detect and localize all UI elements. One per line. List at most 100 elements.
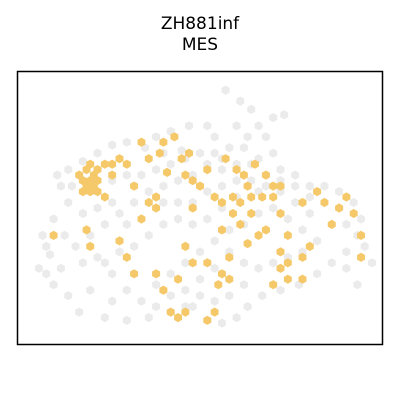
mes-spot: [115, 154, 124, 164]
mes-spot: [250, 159, 259, 169]
mes-spot: [283, 274, 292, 284]
mes-spot: [305, 241, 314, 251]
background-spot: [320, 181, 329, 191]
mes-spot: [236, 219, 245, 229]
background-spot: [360, 241, 369, 251]
background-spot: [122, 285, 131, 295]
background-spot: [122, 170, 131, 180]
background-spot: [130, 197, 139, 208]
mes-spot: [243, 239, 252, 249]
mes-spot: [188, 258, 197, 268]
mes-spot: [108, 170, 117, 180]
background-spot: [210, 236, 219, 246]
mes-spot: [283, 258, 292, 268]
background-spot: [93, 148, 102, 158]
mes-spot: [78, 187, 87, 197]
mes-spot: [49, 230, 58, 240]
background-spot: [269, 113, 278, 123]
background-spot: [196, 247, 204, 257]
mes-spot: [82, 225, 91, 235]
background-spot: [225, 143, 234, 153]
background-spot: [137, 170, 146, 180]
mes-spot: [218, 197, 226, 208]
background-spot: [261, 132, 270, 142]
mes-spot: [166, 307, 175, 317]
background-spot: [152, 302, 161, 312]
background-spot: [159, 219, 168, 229]
background-spot: [239, 143, 248, 153]
mes-spot: [144, 197, 153, 208]
background-spot: [243, 132, 252, 142]
mes-spot: [185, 148, 193, 158]
mes-spot: [181, 170, 190, 180]
background-spot: [291, 170, 300, 180]
background-spot: [67, 181, 76, 191]
background-spot: [122, 315, 131, 325]
mes-spot: [100, 192, 109, 202]
background-spot: [342, 263, 351, 273]
background-spot: [60, 230, 69, 240]
mes-spot: [181, 307, 190, 317]
background-spot: [342, 219, 351, 229]
background-spot: [166, 269, 175, 279]
background-spot: [93, 203, 102, 213]
mes-spot: [298, 197, 307, 208]
background-spot: [100, 219, 109, 229]
background-spot: [78, 156, 87, 166]
mes-spot: [283, 230, 292, 240]
mes-spot: [225, 274, 234, 284]
background-spot: [210, 296, 219, 306]
mes-spot: [269, 192, 278, 202]
mes-spot: [170, 132, 179, 142]
background-spot: [108, 140, 117, 150]
mes-spot: [258, 192, 267, 202]
mes-spot: [210, 192, 219, 202]
mes-spot: [86, 159, 95, 169]
mes-spot: [152, 192, 161, 202]
background-spot: [313, 269, 322, 279]
mes-spot: [159, 137, 168, 147]
background-spot: [269, 258, 278, 268]
background-spot: [305, 181, 314, 191]
background-spot: [221, 85, 230, 95]
background-spot: [368, 258, 376, 268]
mes-spot: [232, 165, 241, 175]
background-spot: [108, 296, 117, 306]
background-spot: [177, 145, 186, 156]
background-spot: [276, 285, 285, 295]
mes-spot: [239, 170, 248, 180]
background-spot: [78, 258, 87, 268]
mes-spot: [243, 181, 252, 191]
background-spot: [130, 241, 139, 251]
background-spot: [210, 148, 219, 158]
mes-spot: [357, 252, 365, 262]
background-spot: [298, 225, 307, 235]
background-spot: [115, 208, 124, 219]
mes-spot: [159, 285, 168, 295]
plot-frame: [16, 70, 384, 346]
mes-spot: [203, 315, 212, 325]
background-spot: [305, 208, 314, 219]
background-spot: [349, 197, 358, 208]
background-spot: [254, 263, 263, 273]
mes-spot: [276, 247, 285, 257]
background-spot: [327, 258, 336, 268]
background-spot: [254, 121, 263, 131]
mes-spot: [229, 208, 237, 219]
mes-spot: [137, 137, 146, 147]
background-spot: [86, 285, 95, 295]
background-spot: [64, 165, 73, 175]
background-spot: [239, 280, 248, 290]
mes-spot: [188, 203, 197, 213]
mes-spot: [152, 269, 161, 279]
mes-spot: [174, 274, 182, 284]
mes-spot: [269, 181, 278, 191]
mes-spot: [327, 219, 336, 229]
background-spot: [159, 197, 168, 208]
mes-spot: [144, 154, 153, 164]
mes-spot: [298, 252, 307, 262]
mes-spot: [221, 154, 230, 164]
background-spot: [42, 241, 51, 251]
background-spot: [305, 192, 314, 202]
mes-spot: [225, 252, 234, 262]
